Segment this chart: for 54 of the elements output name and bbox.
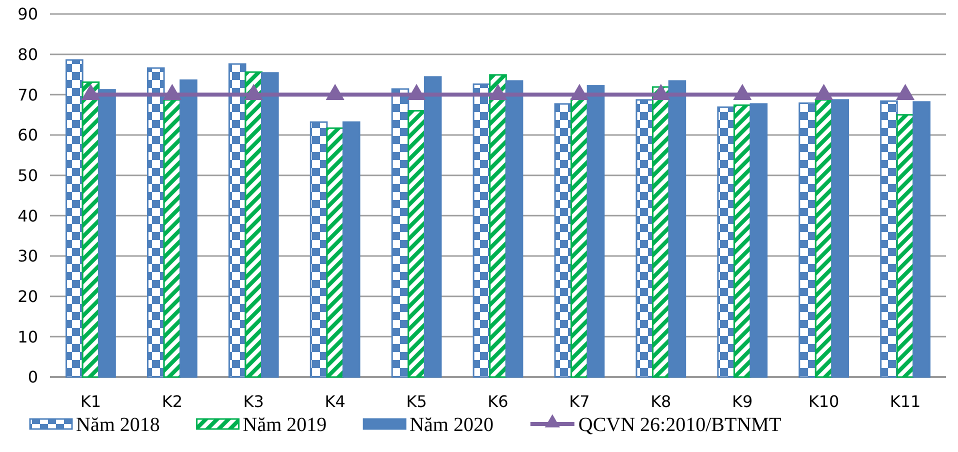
bar (733, 104, 752, 378)
x-tick-label: K9 (732, 392, 753, 411)
x-tick-label: K7 (569, 392, 590, 411)
bar (570, 98, 588, 378)
legend-label: Năm 2020 (410, 414, 494, 436)
x-tick-label: K4 (324, 392, 346, 411)
bar (424, 76, 442, 378)
x-tick-label: K10 (808, 392, 840, 411)
x-tick-label: K1 (80, 392, 102, 411)
y-tick-label: 10 (18, 327, 38, 346)
bar (831, 99, 850, 378)
bar (310, 121, 328, 378)
bar (98, 89, 116, 378)
y-tick-label: 80 (18, 44, 38, 64)
x-tick-label: K11 (890, 392, 921, 411)
bar (717, 106, 735, 378)
y-tick-label: 20 (18, 286, 38, 306)
bar (505, 80, 524, 378)
bar (342, 121, 360, 378)
bar (814, 99, 833, 378)
y-tick-label: 90 (18, 4, 38, 24)
bar (668, 80, 686, 378)
bar (326, 127, 344, 378)
bar (66, 59, 84, 378)
y-tick-label: 50 (18, 166, 38, 185)
x-tick-label: K2 (162, 392, 183, 411)
legend-label: QCVN 26:2010/BTNMT (578, 414, 782, 436)
y-tick-label: 40 (18, 206, 38, 226)
bar (244, 71, 263, 378)
bar (798, 102, 816, 378)
bar (163, 99, 182, 378)
bar (912, 101, 930, 378)
bar (880, 100, 898, 378)
bar (261, 72, 279, 378)
y-tick-label: 0 (28, 368, 38, 387)
y-tick-label: 30 (18, 246, 38, 266)
x-tick-label: K3 (243, 392, 264, 411)
x-tick-label: K5 (406, 392, 427, 411)
bar (146, 67, 165, 378)
bar (554, 103, 572, 378)
x-tick-label: K6 (488, 392, 508, 411)
legend-label: Năm 2019 (242, 414, 327, 436)
bar (896, 114, 914, 378)
bar (489, 74, 507, 378)
legend-label: Năm 2018 (76, 414, 160, 436)
bar (408, 110, 426, 378)
y-tick-label: 70 (18, 85, 38, 104)
bar (586, 85, 605, 378)
y-tick-label: 60 (18, 126, 38, 145)
bar (180, 79, 198, 378)
bar (750, 103, 768, 378)
bar (652, 86, 670, 378)
bar (636, 99, 654, 378)
x-tick-label: K8 (650, 392, 672, 411)
